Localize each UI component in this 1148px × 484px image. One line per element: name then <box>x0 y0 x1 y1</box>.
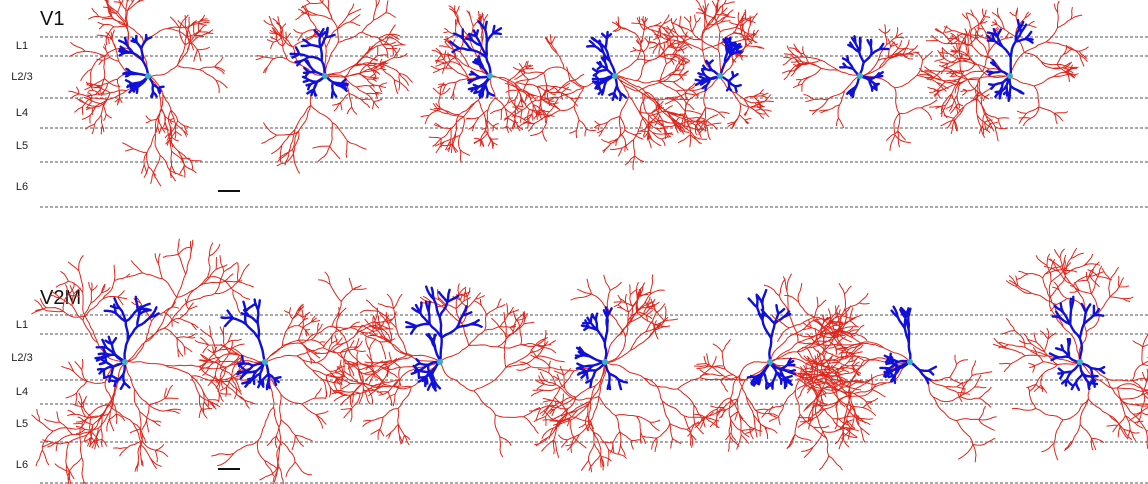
axon <box>421 5 584 162</box>
axon <box>256 0 413 174</box>
soma <box>612 73 618 79</box>
layer-label: L4 <box>16 107 28 119</box>
layer-label: L4 <box>16 386 28 398</box>
layer-label: L2/3 <box>11 71 32 83</box>
neuron <box>68 0 227 186</box>
soma <box>717 73 723 79</box>
layer-label: L1 <box>16 319 28 331</box>
neuron <box>919 1 1088 141</box>
layer-label: L5 <box>16 140 28 152</box>
soma <box>322 73 328 79</box>
soma <box>122 359 128 365</box>
layer-label: L1 <box>16 40 28 52</box>
soma <box>487 73 493 79</box>
dendrite <box>987 20 1032 101</box>
dendrite <box>119 35 163 97</box>
figure: V1 V2M L1L2/3L4L5L6L1L2/3L4L5L6 <box>0 0 1148 484</box>
soma <box>1007 73 1013 79</box>
dendrite <box>222 300 281 390</box>
neuron <box>782 24 948 151</box>
dendrite <box>880 307 936 384</box>
layer-label: L2/3 <box>11 352 32 364</box>
dendrite <box>587 32 626 100</box>
soma <box>767 359 773 365</box>
neuron <box>330 283 565 457</box>
soma <box>145 73 151 79</box>
soma <box>437 359 443 365</box>
panel-title: V1 <box>40 8 64 30</box>
axon <box>782 24 948 151</box>
soma <box>602 359 608 365</box>
layer-label: L5 <box>16 418 28 430</box>
soma <box>907 359 913 365</box>
layer-label: L6 <box>16 181 28 193</box>
axon <box>993 248 1148 460</box>
axon <box>68 0 227 186</box>
axon <box>330 283 565 457</box>
layer-label: L6 <box>16 459 28 471</box>
soma <box>857 73 863 79</box>
soma <box>1077 359 1083 365</box>
dendrite <box>450 22 501 98</box>
neuron <box>993 248 1148 460</box>
neuron <box>421 5 584 162</box>
dendrite <box>1050 297 1104 390</box>
dendrite <box>96 297 159 389</box>
soma <box>262 359 268 365</box>
neuron <box>772 283 997 462</box>
neuron <box>256 0 413 174</box>
